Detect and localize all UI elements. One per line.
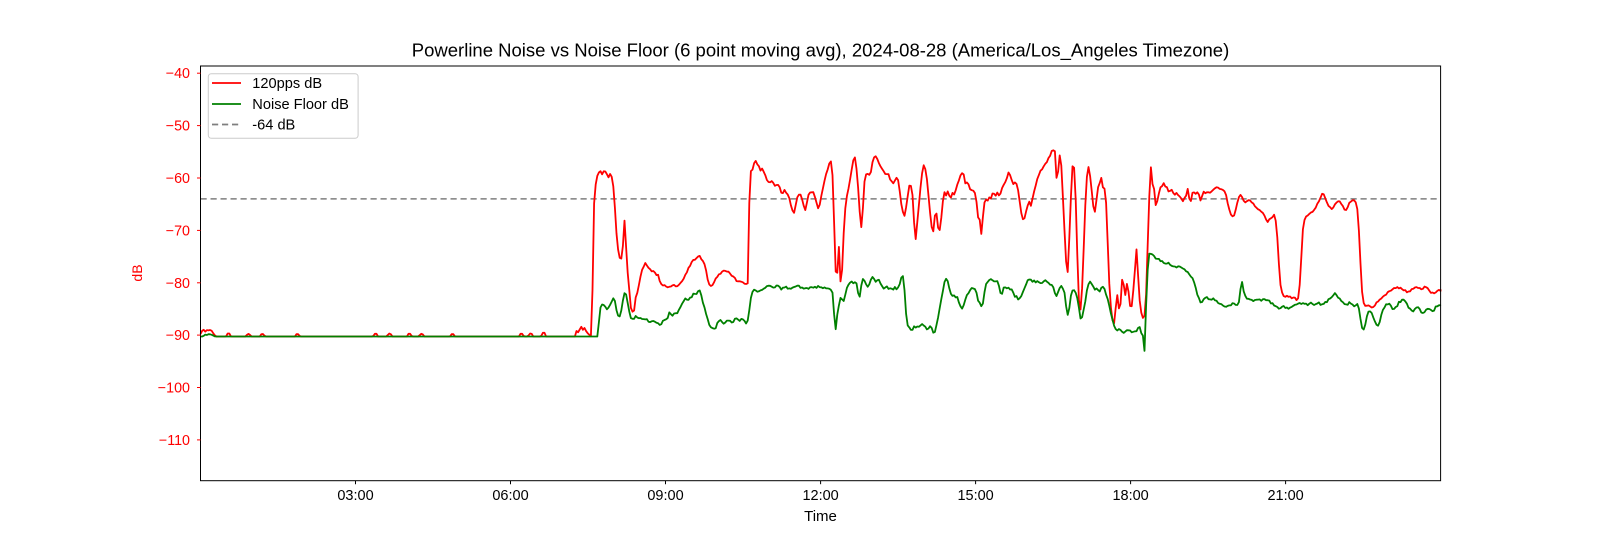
svg-text:15:00: 15:00 bbox=[957, 488, 993, 504]
svg-text:Powerline Noise vs Noise Floor: Powerline Noise vs Noise Floor (6 point … bbox=[412, 40, 1229, 62]
svg-text:06:00: 06:00 bbox=[492, 488, 528, 504]
svg-text:−40: −40 bbox=[166, 66, 190, 82]
svg-text:21:00: 21:00 bbox=[1267, 488, 1303, 504]
svg-text:-64 dB: -64 dB bbox=[252, 117, 295, 133]
svg-text:120pps dB: 120pps dB bbox=[252, 76, 322, 92]
svg-text:03:00: 03:00 bbox=[337, 488, 373, 504]
svg-text:18:00: 18:00 bbox=[1112, 488, 1148, 504]
svg-text:09:00: 09:00 bbox=[647, 488, 683, 504]
svg-text:−90: −90 bbox=[166, 328, 190, 344]
svg-text:−60: −60 bbox=[166, 171, 190, 187]
svg-text:12:00: 12:00 bbox=[802, 488, 838, 504]
svg-text:−110: −110 bbox=[159, 433, 190, 449]
svg-text:−70: −70 bbox=[166, 223, 190, 239]
svg-text:Time: Time bbox=[804, 508, 837, 525]
svg-text:Noise Floor dB: Noise Floor dB bbox=[252, 97, 349, 113]
svg-text:−50: −50 bbox=[166, 119, 190, 135]
svg-text:dB: dB bbox=[129, 264, 145, 281]
svg-text:−80: −80 bbox=[166, 276, 190, 292]
svg-text:−100: −100 bbox=[158, 381, 190, 397]
